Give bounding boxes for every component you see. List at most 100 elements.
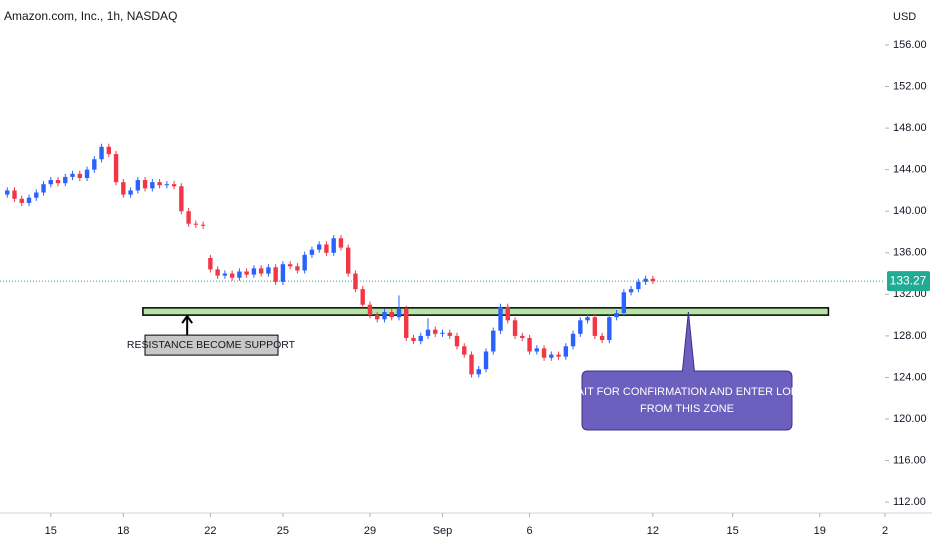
currency-label: USD	[893, 11, 916, 23]
x-tick-label: 18	[117, 525, 129, 537]
candle-body	[425, 329, 431, 336]
candle-body	[549, 354, 554, 358]
candle-body	[179, 186, 184, 212]
candle-body	[324, 244, 329, 253]
candle-body	[643, 278, 648, 282]
candle-body	[585, 317, 590, 321]
support-zone	[142, 307, 830, 316]
x-tick-label: 6	[526, 525, 532, 537]
candle-body	[135, 180, 141, 191]
candle-body	[433, 329, 438, 334]
candle-body	[505, 306, 510, 321]
candle-body	[541, 348, 547, 358]
candle-body	[636, 281, 641, 290]
candle-body	[208, 257, 213, 270]
candle-body	[404, 308, 409, 338]
candle-body	[418, 335, 423, 342]
candle-body	[411, 337, 416, 342]
candle-body	[592, 317, 598, 336]
candle-body	[375, 315, 380, 320]
candle-body	[302, 254, 307, 271]
candle-body	[237, 271, 242, 278]
candle-body	[99, 146, 104, 160]
candle-body	[382, 312, 387, 320]
candle-body	[469, 354, 474, 375]
candle-body	[106, 146, 112, 155]
x-tick-label: 2	[882, 525, 888, 537]
candle-body	[534, 348, 540, 352]
y-tick-label: 152.00	[893, 80, 927, 92]
candle-body	[440, 332, 445, 334]
x-tick-label: 12	[647, 525, 659, 537]
y-tick-label: 120.00	[893, 413, 927, 425]
candle-body	[48, 180, 53, 185]
y-tick-label: 156.00	[893, 39, 927, 51]
candle-body	[476, 369, 481, 375]
candle-body	[200, 224, 206, 226]
candle-body	[628, 289, 634, 293]
candle-body	[599, 335, 605, 341]
candle-body	[621, 292, 627, 314]
candle-body	[491, 330, 496, 352]
candle-body	[614, 313, 619, 318]
candle-body	[527, 337, 532, 352]
candle-body	[483, 351, 489, 370]
candle-body	[92, 159, 97, 170]
candle-body	[121, 182, 126, 195]
candle-body	[258, 268, 264, 274]
last-price-box	[887, 271, 930, 292]
candle-body	[55, 180, 61, 184]
candle-body	[280, 264, 286, 282]
candle-body	[244, 271, 249, 275]
candle-body	[360, 289, 365, 305]
x-tick-label: Sep	[433, 525, 453, 537]
y-tick-label: 128.00	[893, 330, 927, 342]
candle-body	[5, 190, 10, 195]
candle-body	[222, 273, 228, 276]
candle-body	[396, 308, 402, 318]
callout-shape	[581, 311, 793, 431]
candle-body	[498, 306, 503, 331]
candle-body	[338, 238, 344, 248]
x-tick-label: 15	[45, 525, 57, 537]
candle-body	[331, 238, 336, 253]
candle-body	[462, 346, 467, 355]
candle-body	[454, 335, 460, 347]
candle-body	[607, 317, 612, 341]
candle-body	[512, 320, 518, 336]
candle-body	[12, 190, 17, 199]
candle-body	[309, 249, 315, 255]
candle-body	[215, 269, 220, 276]
candle-body	[150, 182, 155, 189]
x-tick-label: 25	[277, 525, 289, 537]
candle-body	[142, 180, 148, 189]
candle-body	[556, 354, 561, 357]
candle-body	[84, 169, 90, 178]
candle-body	[578, 320, 583, 334]
candle-body	[77, 173, 82, 178]
x-tick-label: 29	[364, 525, 376, 537]
candle-body	[193, 223, 199, 225]
candle-body	[229, 273, 235, 278]
x-tick-label: 22	[204, 525, 216, 537]
candle-body	[367, 304, 373, 316]
x-tick-label: 19	[814, 525, 826, 537]
note-text: RESISTANCE BECOME SUPPORT	[127, 339, 296, 351]
candle-body	[570, 333, 576, 347]
candle-body	[345, 247, 351, 274]
candle-body	[447, 332, 452, 336]
candle-body	[63, 176, 68, 184]
candle-body	[70, 173, 75, 177]
candle-body	[650, 278, 656, 282]
note-arrowhead	[181, 314, 193, 324]
candle-body	[157, 182, 162, 186]
y-tick-label: 124.00	[893, 371, 927, 383]
y-tick-label: 132.00	[893, 288, 927, 300]
candle-body	[34, 192, 39, 198]
candle-body	[273, 267, 278, 282]
candle-body	[164, 184, 170, 186]
callout-text: WAIT FOR CONFIRMATION AND ENTER LONG	[567, 386, 808, 398]
candle-body	[171, 184, 177, 187]
candle-body	[266, 267, 271, 274]
